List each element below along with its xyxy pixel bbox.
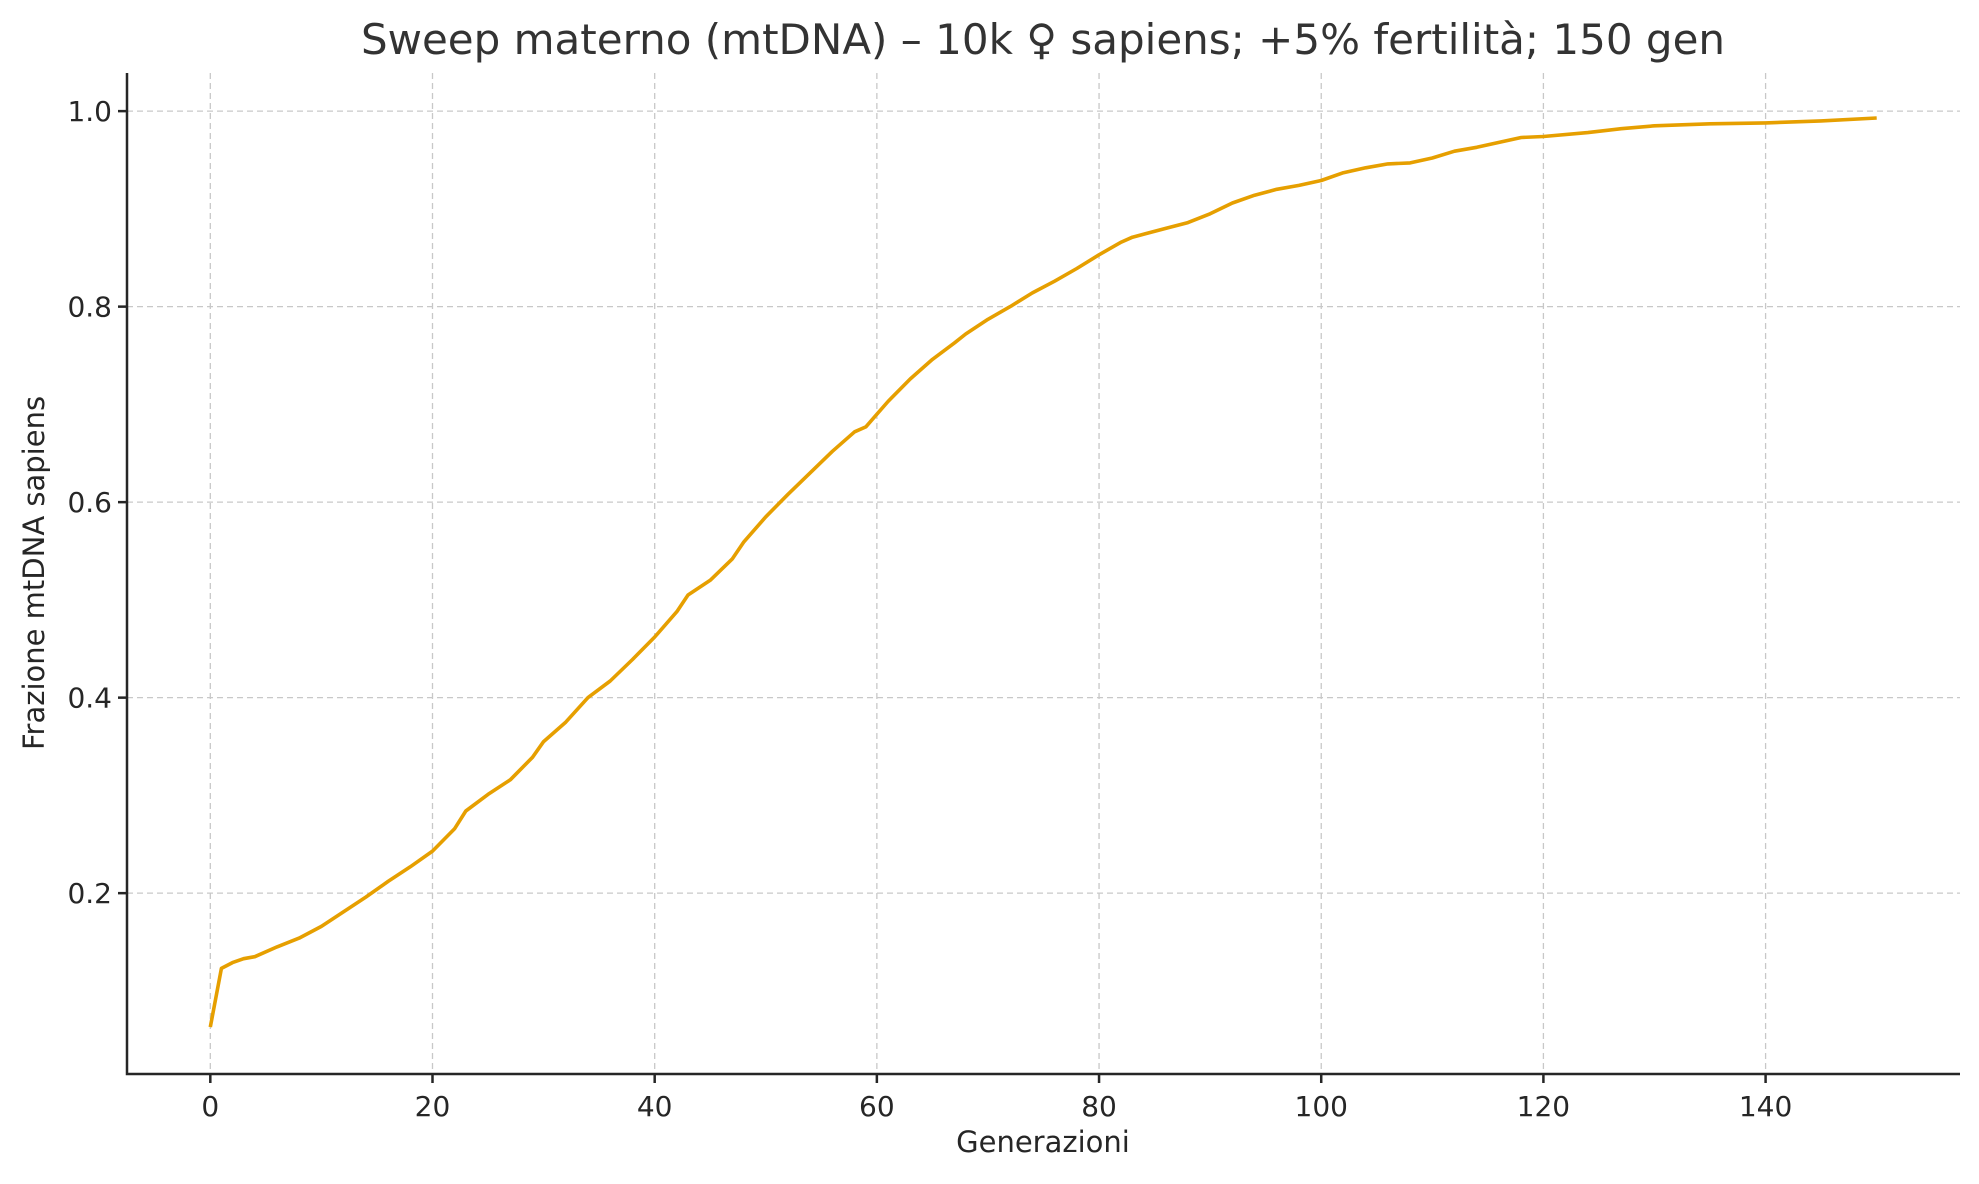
y-axis-label: Frazione mtDNA sapiens bbox=[17, 396, 51, 750]
y-tick-label: 0.2 bbox=[67, 877, 112, 910]
x-tick-label: 120 bbox=[1517, 1090, 1570, 1123]
x-tick-label: 60 bbox=[859, 1090, 895, 1123]
series-group bbox=[208, 116, 1877, 1028]
x-tick-label: 140 bbox=[1739, 1090, 1792, 1123]
series-line-mtdna-sapiens bbox=[208, 116, 1877, 1028]
x-tick-label: 0 bbox=[201, 1090, 219, 1123]
x-tick-label: 80 bbox=[1081, 1090, 1117, 1123]
y-tick-label: 1.0 bbox=[67, 95, 112, 128]
y-tick-label: 0.4 bbox=[67, 682, 112, 715]
y-axis: 0.2 0.4 0.6 0.8 1.0 bbox=[67, 95, 127, 910]
x-axis: 0 20 40 60 80 100 120 140 bbox=[201, 1074, 1792, 1123]
y-tick-label: 0.6 bbox=[67, 486, 112, 519]
x-tick-label: 20 bbox=[415, 1090, 451, 1123]
x-tick-label: 40 bbox=[637, 1090, 673, 1123]
axes-spines bbox=[125, 73, 1960, 1076]
grid-lines bbox=[127, 73, 1960, 1074]
x-tick-label: 100 bbox=[1295, 1090, 1348, 1123]
chart-title: Sweep materno (mtDNA) – 10k ♀ sapiens; +… bbox=[361, 15, 1725, 64]
x-axis-label: Generazioni bbox=[956, 1125, 1130, 1159]
y-tick-label: 0.8 bbox=[67, 291, 112, 324]
